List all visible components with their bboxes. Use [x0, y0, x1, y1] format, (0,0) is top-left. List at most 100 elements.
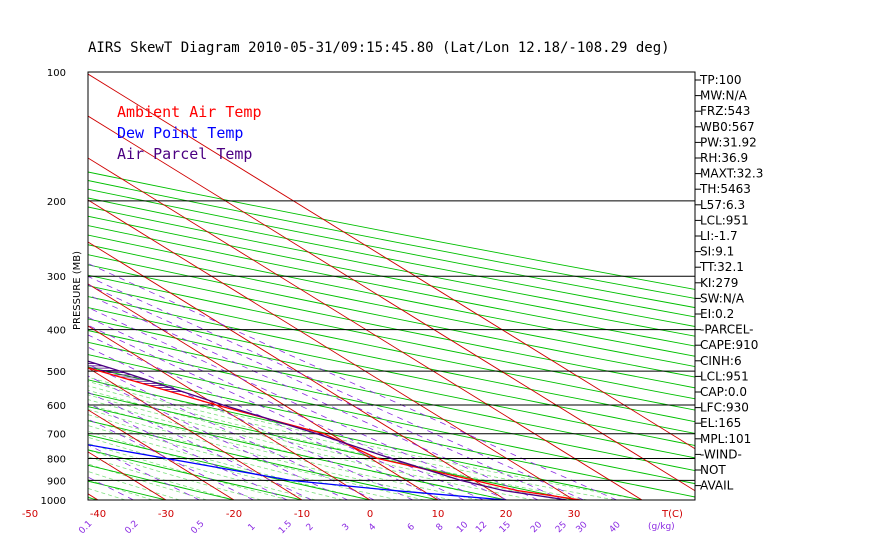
- mixing-ratio-tick: 25: [554, 520, 569, 535]
- mixing-ratio-tick: 30: [575, 520, 590, 535]
- index-item: LCL:951: [700, 369, 749, 383]
- mixing-ratio-tick: 6: [406, 522, 417, 533]
- index-item: EL:165: [700, 416, 741, 430]
- dry-adiabat: [88, 188, 695, 309]
- index-item: LFC:930: [700, 401, 749, 415]
- index-item: PW:31.92: [700, 135, 757, 149]
- mixing-ratio-tick: 15: [498, 520, 513, 535]
- mixing-ratio-tick: 1: [247, 522, 258, 533]
- dry-adiabat: [0, 72, 30, 500]
- index-item: L57:6.3: [700, 198, 745, 212]
- index-item: LI:-1.7: [700, 229, 738, 243]
- isotherm: [88, 73, 695, 450]
- index-item: KI:279: [700, 276, 738, 290]
- pressure-tick-label: 1000: [41, 496, 66, 507]
- index-item: SI:9.1: [700, 245, 734, 259]
- dry-adiabat: [88, 206, 695, 327]
- index-item: MAXT:32.3: [700, 167, 763, 181]
- mixing-ratio-line: [88, 275, 584, 500]
- mixing-ratio-tick: 0.1: [77, 519, 94, 536]
- index-item: -WIND-: [700, 447, 742, 461]
- bottom-temp-tick: -20: [226, 509, 242, 520]
- pressure-tick-label: 600: [47, 401, 66, 412]
- dry-adiabat: [88, 420, 439, 500]
- pressure-tick-label: 400: [47, 326, 66, 337]
- dry-adiabat: [88, 392, 575, 500]
- index-item: MW:N/A: [700, 89, 748, 103]
- dewpoint-temp-line: [88, 444, 507, 500]
- dry-adiabat: [88, 215, 695, 337]
- dry-adiabat: [88, 318, 695, 446]
- x-axis-label: T(C): [661, 509, 683, 520]
- mixing-ratio-line: [88, 346, 414, 500]
- bottom-temp-tick: -10: [294, 509, 310, 520]
- index-item: RH:36.9: [700, 151, 748, 165]
- moist-adiabat: [88, 456, 235, 500]
- index-item: CAPE:910: [700, 338, 758, 352]
- pressure-tick-label: 100: [47, 68, 66, 79]
- dry-adiabat: [88, 234, 695, 357]
- index-item: SW:N/A: [700, 291, 745, 305]
- moist-adiabat: [88, 389, 561, 500]
- pressure-tick-label: 500: [47, 367, 66, 378]
- mixing-ratio-tick: 0.5: [189, 519, 206, 536]
- dry-adiabat: [88, 285, 695, 411]
- chart-title: AIRS SkewT Diagram 2010-05-31/09:15:45.8…: [88, 40, 670, 56]
- mixing-ratio-line: [88, 284, 564, 500]
- pressure-tick-label: 200: [47, 197, 66, 208]
- isotherm: [88, 115, 695, 492]
- mixing-ratio-line: [88, 263, 617, 500]
- bottom-temp-tick: 20: [500, 509, 513, 520]
- index-item: FRZ:543: [700, 104, 750, 118]
- dry-adiabat: [88, 449, 303, 500]
- dry-adiabat: [88, 366, 695, 498]
- dry-adiabat: [88, 225, 695, 347]
- mixing-ratio-line: [88, 316, 484, 500]
- dry-adiabat: [88, 296, 695, 423]
- mixing-ratio-tick: 10: [455, 520, 470, 535]
- bottom-temp-tick: -50: [22, 509, 38, 520]
- isotherm: [88, 241, 507, 500]
- mixing-ratio-tick: 8: [435, 522, 446, 533]
- bottom-temp-tick: -30: [158, 509, 174, 520]
- isotherm: [0, 72, 30, 500]
- mixing-ratio-tick: 4: [367, 522, 378, 533]
- mixing-ratio-line: [88, 294, 539, 500]
- isotherm: [88, 199, 575, 500]
- legend-entry: Dew Point Temp: [117, 124, 243, 142]
- index-item: WB0:567: [700, 120, 755, 134]
- mixing-ratio-line: [88, 375, 348, 500]
- moist-adiabat: [88, 443, 289, 500]
- bottom-temp-tick: 0: [367, 509, 373, 520]
- dry-adiabat: [88, 197, 695, 318]
- dry-adiabat: [88, 406, 507, 500]
- moist-adiabat: [88, 385, 588, 500]
- dry-adiabat: [88, 274, 695, 400]
- plot-area: [0, 72, 695, 500]
- dry-adiabat: [88, 464, 235, 500]
- dry-adiabat: [88, 307, 695, 434]
- moist-adiabat: [88, 409, 452, 500]
- mixing-ratio-tick: 12: [474, 520, 489, 535]
- mixing-ratio-tick: 0.2: [123, 519, 140, 536]
- parcel-temp-line: [88, 360, 568, 500]
- mixing-ratio-line: [88, 391, 312, 500]
- index-item: CINH:6: [700, 354, 742, 368]
- index-item: TT:32.1: [699, 260, 744, 274]
- index-item: LCL:951: [700, 213, 749, 227]
- mixing-ratio-line: [88, 363, 375, 500]
- mixing-ratio-unit-label: (g/kg): [648, 522, 675, 532]
- dry-adiabat: [88, 330, 695, 459]
- mixing-ratio-tick: 3: [341, 522, 352, 533]
- isotherm: [88, 367, 303, 500]
- isotherm: [88, 409, 235, 500]
- mixing-ratio-tick: 20: [529, 520, 544, 535]
- bottom-temp-tick: -40: [90, 509, 106, 520]
- isotherm: [88, 157, 643, 500]
- y-axis-label: PRESSURE (MB): [72, 251, 83, 330]
- mixing-ratio-tick: 2: [305, 522, 316, 533]
- pressure-tick-label: 300: [47, 272, 66, 283]
- dry-adiabat: [88, 341, 695, 472]
- dry-adiabat: [88, 171, 695, 290]
